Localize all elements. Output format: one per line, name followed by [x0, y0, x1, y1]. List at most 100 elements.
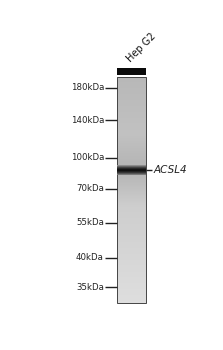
Bar — [117, 147, 146, 148]
Bar — [117, 279, 146, 280]
Bar — [117, 220, 146, 221]
Bar — [117, 215, 146, 216]
Bar — [117, 105, 146, 106]
Bar — [117, 81, 146, 82]
Bar — [117, 165, 146, 166]
Bar — [117, 241, 146, 242]
Bar — [117, 243, 146, 244]
Bar — [117, 103, 146, 104]
Bar — [117, 167, 146, 168]
Bar — [117, 234, 146, 235]
Bar — [117, 109, 146, 110]
Bar — [117, 186, 146, 187]
Bar — [117, 251, 146, 252]
Bar — [117, 284, 146, 285]
Bar — [117, 136, 146, 137]
Bar — [117, 238, 146, 239]
Bar — [117, 181, 146, 182]
Bar — [117, 233, 146, 234]
Bar — [117, 236, 146, 237]
Bar — [117, 93, 146, 94]
Bar — [117, 192, 146, 193]
Bar — [117, 91, 146, 92]
Bar — [117, 197, 146, 198]
Bar — [117, 253, 146, 254]
Bar — [117, 270, 146, 271]
Bar — [117, 275, 146, 276]
Bar — [117, 210, 146, 211]
Bar — [117, 237, 146, 238]
Bar — [117, 200, 146, 201]
Bar — [117, 198, 146, 199]
Bar — [117, 168, 146, 169]
Bar — [117, 145, 146, 146]
Bar — [117, 166, 146, 167]
Bar — [117, 267, 146, 268]
Bar — [117, 106, 146, 107]
Bar — [117, 280, 146, 281]
Bar — [117, 302, 146, 303]
Bar — [117, 97, 146, 98]
Bar — [117, 201, 146, 202]
Bar — [117, 292, 146, 293]
Bar — [117, 142, 146, 143]
Bar — [117, 155, 146, 156]
Bar — [117, 202, 146, 203]
Bar — [117, 130, 146, 131]
Bar — [117, 268, 146, 269]
Bar — [117, 86, 146, 87]
Bar — [117, 77, 146, 78]
Bar — [117, 291, 146, 292]
Bar — [117, 128, 146, 129]
Bar — [117, 244, 146, 245]
Bar — [117, 115, 146, 116]
Bar — [117, 256, 146, 257]
Bar — [117, 190, 146, 191]
Bar — [117, 232, 146, 233]
Bar — [117, 169, 146, 170]
Bar — [117, 108, 146, 109]
Bar — [117, 226, 146, 227]
Bar — [117, 80, 146, 81]
Bar — [117, 184, 146, 185]
Bar — [117, 177, 146, 178]
Bar — [117, 236, 146, 237]
Bar — [117, 222, 146, 223]
Bar — [117, 94, 146, 95]
Bar — [117, 300, 146, 301]
Bar — [117, 154, 146, 155]
Bar — [117, 120, 146, 121]
Bar — [117, 103, 146, 104]
Bar — [117, 159, 146, 160]
Bar — [117, 295, 146, 296]
Bar — [117, 257, 146, 258]
Bar — [117, 110, 146, 111]
Bar — [117, 281, 146, 282]
Bar — [117, 88, 146, 89]
Bar — [117, 246, 146, 247]
Bar — [117, 158, 146, 159]
Bar — [117, 258, 146, 259]
Bar — [117, 229, 146, 230]
Bar — [117, 211, 146, 212]
Bar — [117, 262, 146, 263]
Bar — [117, 185, 146, 186]
Bar — [117, 289, 146, 290]
Bar — [117, 233, 146, 235]
Bar — [117, 154, 146, 155]
Bar — [117, 89, 146, 90]
Bar — [117, 129, 146, 130]
Bar — [117, 172, 146, 173]
Bar — [117, 178, 146, 179]
Bar — [117, 90, 146, 91]
Bar — [117, 187, 146, 188]
Bar — [117, 292, 146, 293]
Bar — [117, 131, 146, 132]
Bar — [117, 208, 146, 209]
Bar — [117, 249, 146, 250]
Bar — [117, 78, 146, 79]
Bar — [117, 300, 146, 301]
Bar — [117, 218, 146, 219]
Bar — [117, 191, 146, 192]
Bar — [117, 91, 146, 92]
